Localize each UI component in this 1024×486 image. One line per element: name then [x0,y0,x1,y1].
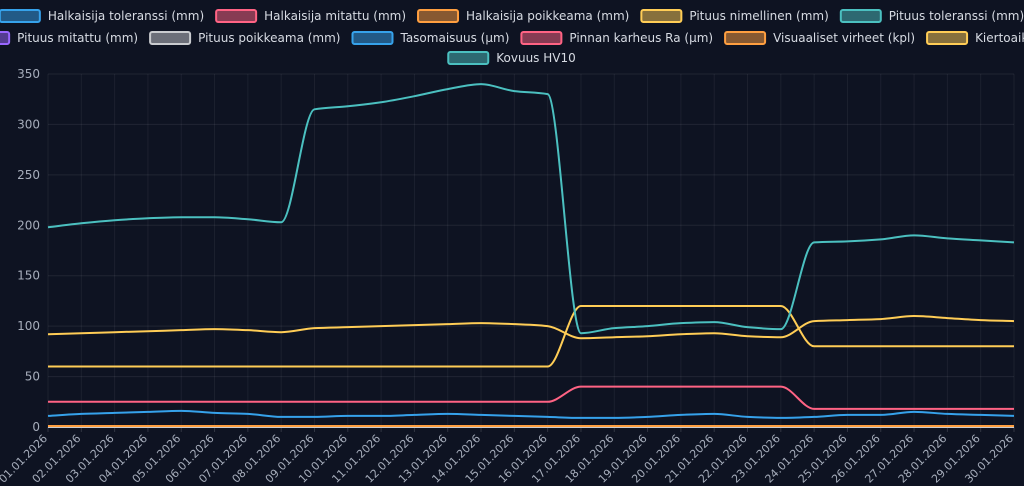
legend-label: Pituus poikkeama (mm) [198,31,340,45]
y-tick-label: 50 [25,370,40,384]
legend-item-9[interactable]: Pinnan karheus Ra (µm) [521,31,713,45]
series-line-4 [48,306,1014,367]
legend-item-8[interactable]: Tasomaisuus (µm) [352,31,509,45]
series-line-12 [48,84,1014,333]
legend-item-12[interactable]: Kovuus HV10 [448,51,576,65]
legend-swatch [927,32,967,44]
legend-swatch [150,32,190,44]
legend[interactable]: Halkaisija toleranssi (mm) Halkaisija mit… [0,9,1024,65]
y-tick-label: 0 [32,420,40,434]
line-chart: 0 50 100 150 200 250 300 350 01.01.202602.01.20… [0,0,1024,486]
legend-swatch [521,32,561,44]
legend-item-3[interactable]: Halkaisija poikkeama (mm) [418,9,629,23]
series-line-11 [48,316,1014,338]
series-line-9 [48,387,1014,409]
legend-swatch [352,32,392,44]
legend-item-2[interactable]: Halkaisija mitattu (mm) [216,9,406,23]
legend-label: Kovuus HV10 [496,51,576,65]
series-lines [48,84,1014,427]
legend-label: Pituus nimellinen (mm) [689,9,828,23]
legend-swatch [216,10,256,22]
legend-label: Pituus toleranssi (mm) [889,9,1024,23]
legend-item-10[interactable]: Visuaaliset virheet (kpl) [725,31,915,45]
y-tick-label: 100 [17,319,40,333]
y-tick-label: 350 [17,67,40,81]
legend-item-6[interactable]: Pituus mitattu (mm) [0,31,138,45]
legend-label: Pinnan karheus Ra (µm) [569,31,713,45]
y-axis: 0 50 100 150 200 250 300 350 [17,67,40,434]
x-axis: 01.01.202602.01.202603.01.202604.01.2026… [0,432,1016,486]
legend-swatch [725,32,765,44]
chart-grid [48,74,1014,432]
y-tick-label: 250 [17,168,40,182]
legend-label: Halkaisija poikkeama (mm) [466,9,629,23]
y-tick-label: 200 [17,218,40,232]
y-tick-label: 150 [17,269,40,283]
legend-label: Pituus mitattu (mm) [17,31,138,45]
legend-swatch [448,52,488,64]
legend-item-5[interactable]: Pituus toleranssi (mm) [841,9,1024,23]
legend-label: Halkaisija mitattu (mm) [264,9,406,23]
legend-swatch [418,10,458,22]
y-tick-label: 300 [17,117,40,131]
series-line-8 [48,411,1014,418]
legend-label: Kiertoaika (s) [975,31,1024,45]
legend-item-7[interactable]: Pituus poikkeama (mm) [150,31,340,45]
legend-swatch [0,32,9,44]
legend-item-1[interactable]: Halkaisija toleranssi (mm) [0,9,204,23]
legend-label: Halkaisija toleranssi (mm) [48,9,204,23]
legend-label: Visuaaliset virheet (kpl) [773,31,915,45]
legend-label: Tasomaisuus (µm) [399,31,509,45]
legend-item-11[interactable]: Kiertoaika (s) [927,31,1024,45]
legend-swatch [841,10,881,22]
legend-item-4[interactable]: Pituus nimellinen (mm) [641,9,828,23]
legend-swatch [0,10,40,22]
legend-swatch [641,10,681,22]
